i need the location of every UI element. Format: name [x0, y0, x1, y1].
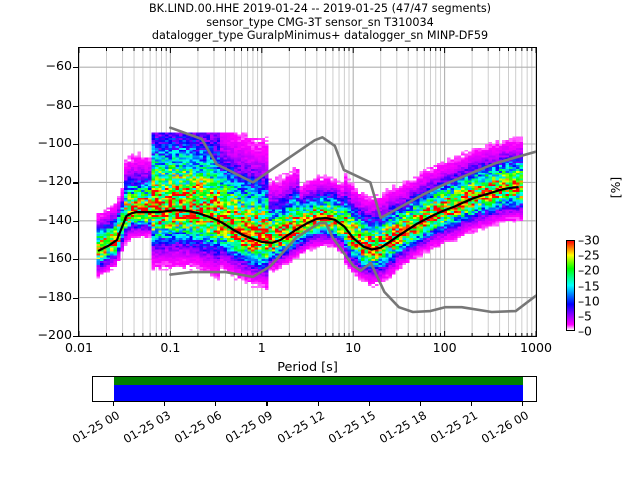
mean-psd-curve	[97, 186, 519, 252]
coverage-bar-green	[114, 377, 523, 385]
time-tick-mark	[215, 402, 217, 406]
time-tick-mark	[470, 402, 473, 406]
colorbar-tick-label: –20	[578, 262, 600, 278]
y-tick-label: −120	[37, 173, 72, 189]
colorbar-tick-label: –5	[578, 308, 592, 324]
y-tick-label: −60	[45, 58, 72, 74]
ppsd-plot-canvas	[79, 48, 536, 336]
x-tick-label: 1000	[519, 340, 553, 355]
time-tick-label: 01-25 12	[274, 408, 327, 447]
time-tick-label: 01-25 21	[427, 408, 480, 447]
nhnm-high-noise-model	[169, 126, 536, 220]
title-line-3: datalogger_type GuralpMinimus+ datalogge…	[151, 29, 489, 42]
y-tick-mark	[73, 297, 78, 299]
time-tick-mark	[317, 402, 319, 406]
x-tick-label: 10	[345, 340, 362, 355]
time-tick-label: 01-25 06	[172, 408, 225, 447]
x-tick-label: 0.01	[64, 340, 94, 355]
time-tick-label: 01-25 00	[69, 408, 122, 447]
time-tick-mark	[419, 402, 421, 406]
title-line-2: sensor_type CMG-3T sensor_sn T310034	[206, 15, 434, 29]
time-tick-mark	[522, 402, 524, 406]
x-tick-label: 0.1	[160, 340, 181, 355]
time-tick-mark	[368, 402, 370, 406]
y-tick-label: −180	[37, 288, 72, 304]
y-tick-mark	[73, 182, 78, 184]
colorbar-tick-label: –15	[578, 278, 600, 293]
time-tick-mark	[164, 402, 166, 406]
time-tick-mark	[113, 402, 115, 406]
x-tick-label: 1	[257, 340, 266, 355]
axis-tick-marks	[79, 48, 536, 336]
y-tick-mark	[73, 105, 78, 107]
y-tick-labels: −200 −180 −160 −140 −120 −100 −80 −60	[22, 0, 72, 480]
y-tick-label: −160	[37, 250, 72, 266]
time-tick-label: 01-25 18	[376, 408, 429, 447]
x-tick-label: 100	[432, 340, 457, 355]
time-tick-mark	[266, 402, 268, 406]
y-tick-label: −200	[37, 327, 72, 342]
colorbar-tick-label: –30	[578, 232, 600, 248]
y-tick-label: −140	[37, 211, 72, 227]
time-tick-label: 01-25 15	[325, 408, 378, 447]
ppsd-plot-axes[interactable]	[78, 47, 537, 337]
y-tick-label: −80	[45, 96, 72, 112]
colorbar-tick-label: –25	[578, 247, 600, 263]
y-tick-label: −100	[37, 135, 72, 150]
title-line-1: BK.LIND.00.HHE 2019-01-24 -- 2019-01-25 …	[148, 2, 492, 15]
y-tick-mark	[73, 336, 78, 338]
ppsd-density-cells	[96, 132, 523, 290]
x-axis-label: Period [s]	[277, 360, 338, 375]
colorbar	[566, 240, 575, 331]
y-tick-mark	[73, 220, 78, 222]
nlnm-low-noise-model	[169, 221, 536, 314]
time-tick-label: 01-25 03	[120, 408, 174, 447]
colorbar-tick-label: –10	[578, 293, 600, 309]
y-tick-mark	[73, 67, 78, 69]
coverage-bar-blue	[114, 385, 523, 401]
y-tick-mark	[73, 259, 78, 261]
time-coverage-axes[interactable]	[92, 376, 537, 402]
time-tick-label: 01-26 00	[478, 408, 531, 447]
figure-title: BK.LIND.00.HHE 2019-01-24 -- 2019-01-25 …	[0, 2, 640, 43]
y-tick-mark	[73, 144, 78, 146]
colorbar-tick-label: –0	[578, 323, 592, 339]
time-tick-label: 01-25 09	[223, 408, 276, 447]
